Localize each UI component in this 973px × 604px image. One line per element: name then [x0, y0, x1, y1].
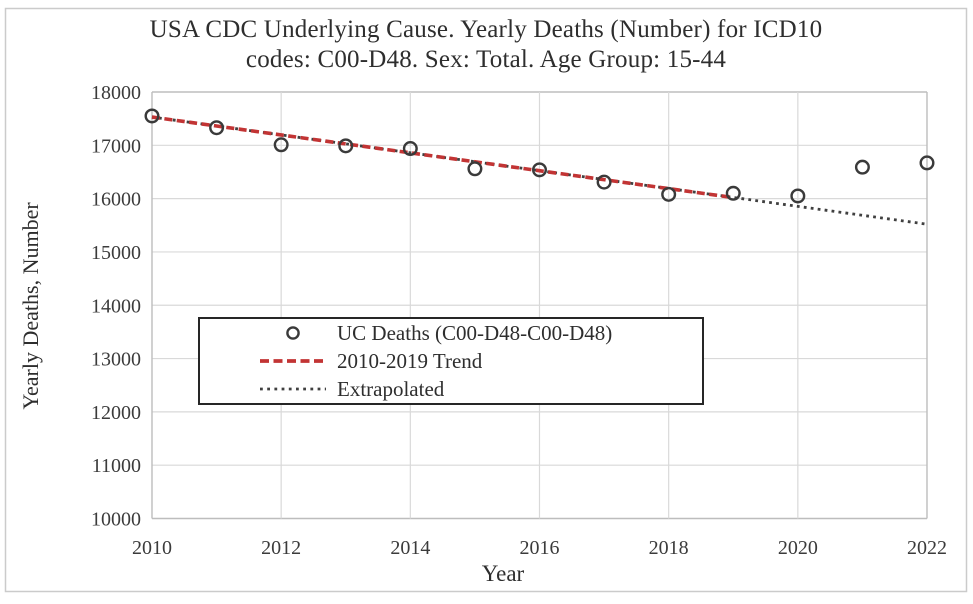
data-point-marker	[919, 155, 935, 171]
data-point-marker	[661, 186, 677, 202]
data-point-marker	[209, 120, 225, 136]
x-tick-label: 2010	[132, 537, 172, 559]
y-tick-label: 16000	[91, 189, 141, 211]
x-tick-label: 2020	[778, 537, 818, 559]
x-tick-label: 2018	[649, 537, 689, 559]
data-point-marker	[532, 162, 548, 178]
data-point-marker	[144, 108, 160, 124]
y-tick-label: 14000	[91, 295, 141, 317]
legend-label-extrapolated: Extrapolated	[337, 376, 445, 401]
y-tick-label: 17000	[91, 135, 141, 157]
dotted-line-swatch-icon	[260, 385, 326, 393]
x-tick-label: 2016	[520, 537, 560, 559]
y-tick-label: 12000	[91, 402, 141, 424]
data-point-marker	[790, 188, 806, 204]
data-point-marker	[467, 161, 483, 177]
x-axis-title: Year	[481, 561, 525, 586]
data-point-marker	[402, 141, 418, 157]
legend-item-uc-deaths: UC Deaths (C00-D48-C00-D48)	[200, 320, 702, 346]
y-tick-label: 13000	[91, 349, 141, 371]
legend-item-extrapolated: Extrapolated	[200, 376, 702, 402]
x-tick-label: 2014	[390, 537, 430, 559]
dashed-trend-line	[151, 115, 734, 200]
y-tick-label: 11000	[92, 455, 141, 477]
data-point-marker	[725, 185, 741, 201]
data-point-marker	[854, 159, 870, 175]
chart-title: USA CDC Underlying Cause. Yearly Deaths …	[5, 15, 967, 75]
x-tick-label: 2012	[261, 537, 301, 559]
legend: UC Deaths (C00-D48-C00-D48) 2010-2019 Tr…	[198, 317, 704, 405]
dashed-line-swatch-icon	[260, 357, 326, 365]
open-circle-marker-icon	[260, 324, 326, 342]
data-point-marker	[273, 137, 289, 153]
x-tick-label: 2022	[907, 537, 947, 559]
chart-title-line2: codes: C00-D48. Sex: Total. Age Group: 1…	[245, 46, 727, 73]
data-point-marker	[338, 138, 354, 154]
figure-border	[4, 7, 968, 593]
y-tick-label: 18000	[91, 82, 141, 104]
chart-title-line1: USA CDC Underlying Cause. Yearly Deaths …	[149, 16, 823, 43]
legend-item-trend: 2010-2019 Trend	[200, 348, 702, 374]
y-axis-title: Yearly Deaths, Number	[18, 202, 43, 410]
y-tick-label: 10000	[91, 509, 141, 531]
legend-label-uc-deaths: UC Deaths (C00-D48-C00-D48)	[337, 320, 613, 345]
dotted-trend-line	[151, 115, 928, 226]
legend-label-trend: 2010-2019 Trend	[337, 348, 483, 373]
data-point-marker	[596, 174, 612, 190]
y-tick-label: 15000	[91, 242, 141, 264]
